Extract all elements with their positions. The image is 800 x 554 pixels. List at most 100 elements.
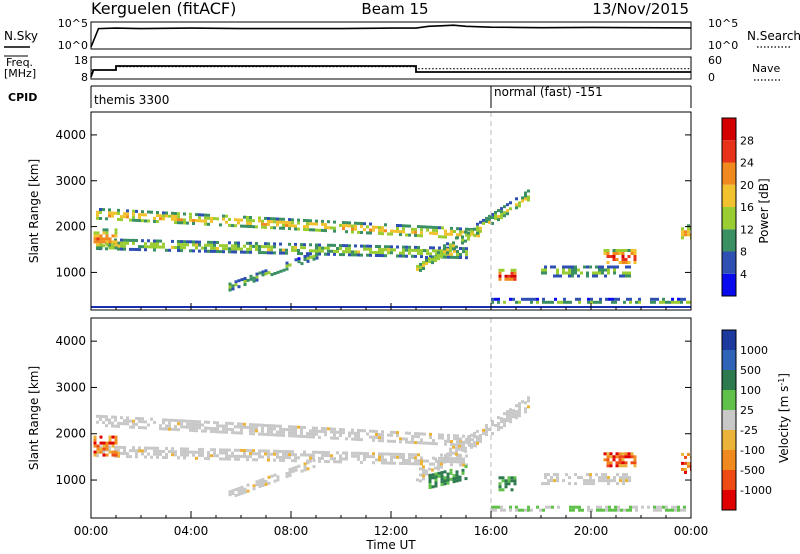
echo-cell: [500, 505, 503, 509]
echo-cell: [411, 456, 414, 460]
echo-cell: [402, 254, 405, 258]
echo-cell: [279, 226, 282, 230]
echo-cell: [609, 455, 613, 459]
echo-cell: [441, 252, 444, 256]
echo-cell: [165, 447, 168, 450]
echo-cell: [402, 230, 405, 234]
echo-cell: [213, 430, 216, 434]
echo-cell: [363, 429, 366, 433]
echo-cell: [656, 508, 659, 512]
echo-cell: [96, 447, 100, 451]
echo-cell: [108, 448, 111, 452]
echo-cell: [93, 240, 97, 244]
echo-cell: [282, 268, 286, 272]
echo-cell: [240, 485, 244, 489]
echo-cell: [246, 218, 249, 222]
echo-cell: [111, 214, 114, 218]
echo-cell: [387, 452, 390, 456]
echo-cell: [405, 224, 408, 228]
echo-cell: [336, 460, 339, 464]
echo-cell: [408, 453, 411, 457]
echo-cell: [315, 256, 319, 260]
echo-cell: [321, 222, 324, 226]
echo-cell: [384, 452, 387, 456]
echo-cell: [282, 248, 285, 252]
echo-cell: [309, 219, 312, 223]
echo-cell: [261, 273, 265, 277]
echo-cell: [126, 455, 129, 459]
echo-cell: [156, 449, 159, 453]
echo-cell: [459, 230, 462, 234]
echo-cell: [408, 245, 411, 249]
echo-cell: [102, 447, 106, 451]
echo-cell: [153, 248, 156, 252]
echo-cell: [204, 420, 207, 424]
echo-cell: [592, 479, 595, 483]
echo-cell: [264, 482, 268, 486]
echo-cell: [222, 427, 225, 431]
echo-cell: [560, 300, 563, 304]
echo-cell: [303, 462, 307, 466]
noise-panel: N.Sky 10^5 10^0 10^5 10^0 N.Search: [4, 17, 800, 52]
echo-cell: [390, 452, 393, 456]
echo-cell: [435, 226, 438, 230]
echo-cell: [553, 473, 556, 477]
echo-cell: [449, 450, 452, 454]
echo-cell: [608, 508, 611, 512]
echo-cell: [503, 412, 506, 416]
echo-cell: [141, 239, 144, 243]
echo-cell: [501, 488, 505, 492]
colorbar-segment: [722, 207, 736, 230]
echo-cell: [114, 445, 117, 449]
echo-cell: [446, 248, 449, 252]
echo-cell: [509, 505, 512, 509]
echo-cell: [566, 300, 569, 304]
echo-cell: [446, 478, 450, 482]
echo-cell: [195, 429, 198, 433]
echo-cell: [443, 476, 447, 480]
echo-cell: [662, 300, 665, 304]
echo-cell: [162, 421, 165, 425]
echo-cell: [498, 277, 502, 281]
echo-cell: [544, 482, 547, 486]
echo-cell: [459, 253, 462, 256]
echo-cell: [234, 454, 237, 458]
echo-cell: [198, 249, 201, 253]
echo-cell: [207, 457, 210, 461]
echo-cell: [464, 446, 467, 450]
echo-cell: [622, 482, 625, 486]
echo-cell: [180, 221, 183, 225]
echo-cell: [518, 402, 521, 406]
echo-cell: [255, 452, 258, 456]
echo-cell: [372, 435, 375, 439]
echo-cell: [633, 461, 637, 465]
echo-cell: [501, 479, 505, 483]
echo-cell: [315, 426, 318, 430]
echo-cell: [464, 477, 468, 481]
echo-cell: [354, 224, 357, 228]
echo-cell: [159, 217, 162, 221]
echo-cell: [689, 300, 691, 304]
echo-cell: [177, 246, 180, 249]
echo-cell: [542, 297, 545, 301]
echo-cell: [384, 458, 387, 462]
echo-cell: [213, 240, 216, 244]
echo-cell: [363, 455, 366, 458]
echo-cell: [336, 436, 339, 440]
echo-cell: [267, 452, 270, 456]
echo-cell: [123, 212, 126, 216]
echo-cell: [132, 422, 135, 426]
echo-cell: [276, 475, 280, 479]
echo-cell: [515, 413, 518, 417]
echo-cell: [589, 479, 592, 483]
echo-cell: [446, 481, 450, 485]
echo-cell: [234, 425, 237, 429]
echo-cell: [195, 243, 198, 247]
echo-cell: [237, 486, 241, 490]
echo-cell: [399, 233, 402, 237]
echo-cell: [628, 271, 631, 275]
echo-cell: [417, 441, 420, 445]
echo-cell: [105, 247, 108, 251]
echo-cell: [342, 428, 345, 432]
